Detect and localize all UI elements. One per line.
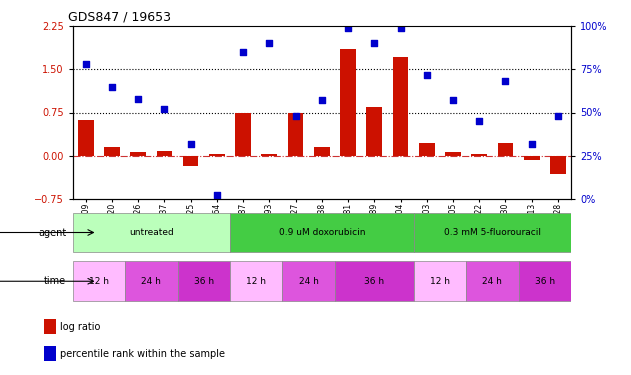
Text: percentile rank within the sample: percentile rank within the sample [60,349,225,359]
Bar [414,261,466,301]
Point [160,106,170,112]
Bar [73,261,125,301]
Bar [230,261,283,301]
Bar [314,147,329,156]
Point [343,25,353,31]
Bar [466,261,519,301]
Bar [177,261,230,301]
Point [527,141,537,147]
Point [553,113,563,119]
Bar [550,156,566,174]
Bar [125,261,177,301]
Bar [183,156,199,166]
Point [290,113,300,119]
Text: log ratio: log ratio [60,322,100,332]
Point [133,96,143,102]
Point [107,84,117,90]
Bar [283,261,335,301]
Bar [156,151,172,156]
Point [474,118,484,124]
Bar [288,112,304,156]
Bar [524,156,540,160]
Bar [261,154,277,156]
Point [500,78,510,84]
Bar [130,152,146,156]
Bar [414,213,571,252]
Bar [419,143,435,156]
Text: 24 h: 24 h [483,277,502,286]
Bar [44,319,56,334]
Bar [104,147,120,156]
Point [186,141,196,147]
Text: 24 h: 24 h [298,277,319,286]
Bar [335,261,414,301]
Text: 36 h: 36 h [194,277,214,286]
Bar [230,213,414,252]
Point [448,98,458,104]
Point [238,49,248,55]
Point [369,40,379,46]
Text: agent: agent [38,228,66,237]
Bar [209,154,225,156]
Text: 12 h: 12 h [246,277,266,286]
Bar [340,49,356,156]
Text: 12 h: 12 h [89,277,109,286]
Point [317,98,327,104]
Text: 36 h: 36 h [534,277,555,286]
Point [81,61,91,67]
Bar [498,143,514,156]
Text: 0.9 uM doxorubicin: 0.9 uM doxorubicin [278,228,365,237]
Bar [519,261,571,301]
Bar [445,152,461,156]
Text: untreated: untreated [129,228,174,237]
Text: GDS847 / 19653: GDS847 / 19653 [68,11,170,24]
Point [212,192,222,198]
Point [396,25,406,31]
Point [422,72,432,78]
Bar [392,57,408,156]
Text: time: time [44,276,66,286]
Bar [471,154,487,156]
Text: 12 h: 12 h [430,277,450,286]
Bar [78,120,93,156]
Bar [235,112,251,156]
Text: 0.3 mM 5-fluorouracil: 0.3 mM 5-fluorouracil [444,228,541,237]
Point [264,40,274,46]
Bar [44,346,56,361]
Bar [367,107,382,156]
Bar [73,213,230,252]
Text: 36 h: 36 h [364,277,384,286]
Text: 24 h: 24 h [141,277,161,286]
